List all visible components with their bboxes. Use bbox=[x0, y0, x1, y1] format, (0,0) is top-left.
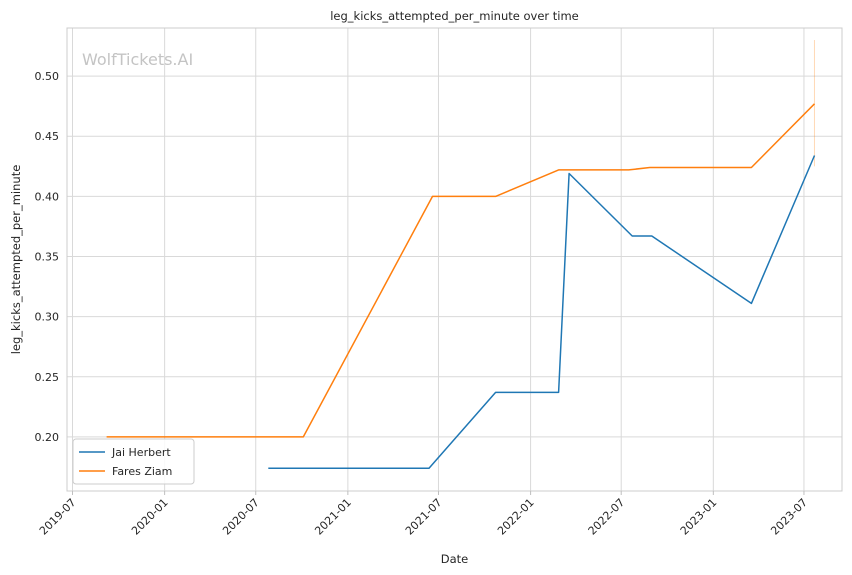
y-tick-label-0.20: 0.20 bbox=[35, 431, 60, 444]
plot-area bbox=[67, 28, 842, 491]
y-tick-label-0.45: 0.45 bbox=[35, 130, 60, 143]
y-axis-title: leg_kicks_attempted_per_minute bbox=[9, 165, 23, 355]
series-line-fares-ziam bbox=[106, 103, 816, 438]
chart-title: leg_kicks_attempted_per_minute over time bbox=[330, 9, 579, 23]
watermark: WolfTickets.AI bbox=[82, 50, 193, 69]
series-line-jai-herbert bbox=[268, 155, 816, 469]
y-axis-ticks: 0.20 0.25 0.30 0.35 0.40 0.45 0.50 bbox=[35, 70, 60, 444]
y-tick-label-0.30: 0.30 bbox=[35, 311, 60, 324]
plot-frame bbox=[66, 27, 843, 492]
y-tick-label-0.40: 0.40 bbox=[35, 190, 60, 203]
legend: Jai Herbert Fares Ziam bbox=[72, 438, 195, 485]
legend-label-jai-herbert: Jai Herbert bbox=[111, 446, 171, 459]
y-tick-label-0.35: 0.35 bbox=[35, 250, 60, 263]
series-lines bbox=[106, 103, 816, 469]
y-tick-label-0.50: 0.50 bbox=[35, 70, 60, 83]
legend-box bbox=[72, 438, 195, 485]
y-tick-label-0.25: 0.25 bbox=[35, 371, 60, 384]
plot-border bbox=[66, 27, 843, 492]
legend-label-fares-ziam: Fares Ziam bbox=[112, 465, 172, 478]
x-axis-title: Date bbox=[441, 552, 469, 566]
